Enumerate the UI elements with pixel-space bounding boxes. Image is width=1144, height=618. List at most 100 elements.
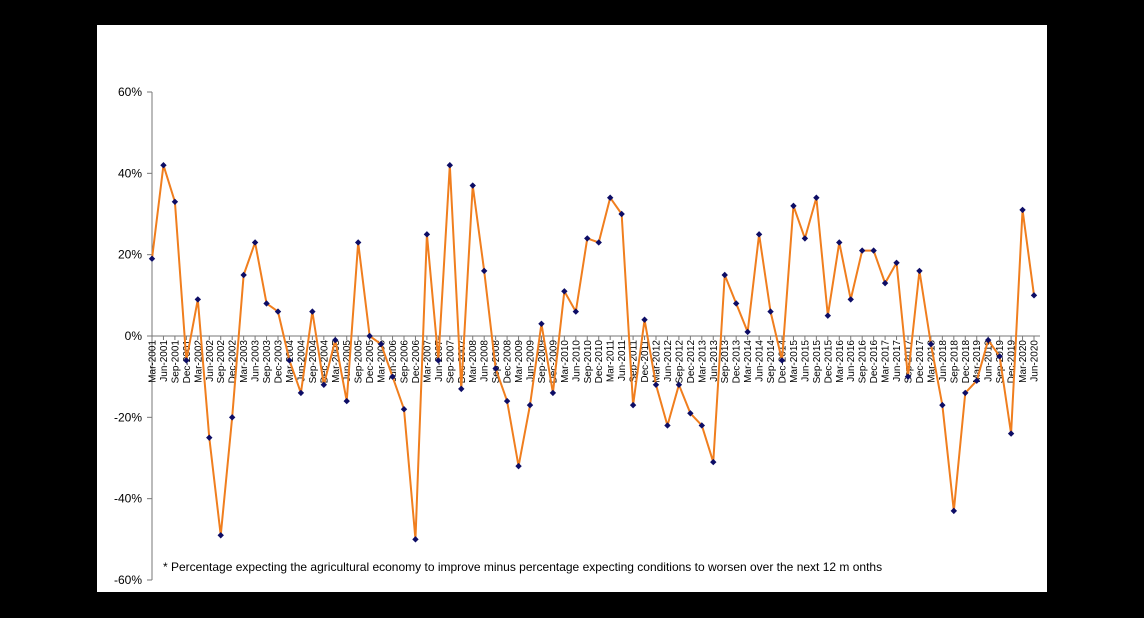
data-point xyxy=(480,267,488,275)
y-axis: 60% 40% 20% 0% -20% -40% -60% xyxy=(114,85,153,587)
x-tick-label: Jun-2008 xyxy=(480,340,491,382)
x-tick-label: Sep-2005 xyxy=(354,340,365,384)
y-tick-label: -60% xyxy=(114,573,142,587)
data-point xyxy=(446,162,454,169)
x-tick-label: Mar-2005 xyxy=(331,340,342,383)
chart-panel: 60% 40% 20% 0% -20% -40% -60% Mar-2001 Jun-2001… xyxy=(97,25,1047,592)
data-point xyxy=(377,340,385,348)
x-tick-label: Sep-2009 xyxy=(537,340,548,384)
x-tick-label: Dec-2017 xyxy=(915,340,926,384)
data-point xyxy=(927,340,935,348)
data-point xyxy=(469,182,476,189)
x-tick-label: Jun-2019 xyxy=(984,340,995,382)
y-tick-label: 60% xyxy=(118,85,142,99)
x-tick-label: Sep-2011 xyxy=(629,340,640,383)
data-point xyxy=(515,462,522,470)
data-point xyxy=(710,458,717,466)
data-point xyxy=(767,308,774,315)
data-point xyxy=(1007,430,1015,437)
data-point xyxy=(801,235,809,242)
x-tick-label: Mar-2009 xyxy=(514,340,525,383)
data-point xyxy=(183,357,190,364)
x-tick-label: Sep-2014 xyxy=(766,340,777,384)
data-point xyxy=(778,357,786,364)
data-point xyxy=(148,255,156,262)
data-point xyxy=(675,381,683,388)
x-tick-label: Mar-2011 xyxy=(606,340,617,382)
x-tick-label: Dec-2008 xyxy=(503,340,514,384)
x-tick-label: Jun-2003 xyxy=(251,340,262,382)
x-tick-label: Mar-2008 xyxy=(468,340,479,383)
data-point xyxy=(206,434,213,441)
data-point xyxy=(274,308,282,315)
x-tick-label: Dec-2018 xyxy=(961,340,972,384)
data-point xyxy=(836,239,843,246)
data-point xyxy=(389,373,396,380)
data-point xyxy=(790,202,797,210)
x-tick-label: Mar-2018 xyxy=(926,340,937,383)
data-point xyxy=(171,198,179,205)
x-tick-label: Dec-2012 xyxy=(686,340,697,384)
x-tick-label: Jun-2002 xyxy=(205,340,216,382)
x-tick-label: Mar-2010 xyxy=(560,340,571,383)
x-tick-label: Dec-2013 xyxy=(732,340,743,384)
x-tick-label: Jun-2006 xyxy=(388,340,399,382)
series-path xyxy=(151,164,1035,541)
x-tick-label: Jun-2012 xyxy=(663,340,674,382)
data-point xyxy=(893,259,900,266)
data-point xyxy=(996,353,1003,360)
data-point xyxy=(435,357,442,364)
x-tick-label: Dec-2006 xyxy=(411,340,422,384)
data-point xyxy=(904,373,912,380)
x-tick-label: Mar-2002 xyxy=(193,340,204,383)
x-tick-label: Jun-2013 xyxy=(709,340,720,382)
data-point xyxy=(652,381,660,388)
x-tick-label: Mar-2015 xyxy=(789,340,800,383)
x-tick-label: Sep-2013 xyxy=(720,340,731,384)
x-tick-label: Jun-2005 xyxy=(342,340,353,382)
x-tick-label: Dec-2010 xyxy=(594,340,605,384)
y-tick-label: -20% xyxy=(114,410,142,424)
y-tick-label: 20% xyxy=(118,248,142,262)
data-point xyxy=(606,194,614,201)
x-tick-label: Sep-2003 xyxy=(262,340,273,384)
data-point xyxy=(847,296,854,303)
x-tick-label: Sep-2006 xyxy=(400,340,411,384)
x-tick-label: Mar-2007 xyxy=(422,340,433,383)
x-tick-label: Dec-2011 xyxy=(640,340,651,383)
x-tick-label: Mar-2014 xyxy=(743,340,754,383)
footnote: * Percentage expecting the agricultural … xyxy=(163,560,882,574)
line-chart: 60% 40% 20% 0% -20% -40% -60% Mar-2001 Jun-2001… xyxy=(114,85,1041,587)
data-point xyxy=(641,316,648,323)
data-point xyxy=(343,397,350,405)
x-tick-label: Mar-2020 xyxy=(1018,340,1029,383)
data-point xyxy=(950,507,958,515)
x-tick-label: Jun-2016 xyxy=(846,340,857,382)
x-tick-label: Sep-2002 xyxy=(216,340,227,384)
x-tick-label: Mar-2019 xyxy=(972,340,983,383)
data-point xyxy=(881,279,889,287)
data-point xyxy=(721,271,728,279)
x-tick-label: Sep-2010 xyxy=(583,340,594,384)
x-tick-label: Sep-2016 xyxy=(858,340,869,384)
x-tick-label: Mar-2003 xyxy=(239,340,250,383)
data-point xyxy=(217,532,224,539)
data-point xyxy=(698,422,706,429)
data-point xyxy=(423,231,431,238)
data-point xyxy=(595,239,602,246)
data-point xyxy=(194,296,202,303)
data-point xyxy=(561,288,568,295)
x-tick-label: Sep-2008 xyxy=(491,340,502,384)
x-tick-label: Sep-2004 xyxy=(308,340,319,384)
x-tick-label: Jun-2017 xyxy=(892,340,903,382)
data-point xyxy=(458,385,465,393)
data-point xyxy=(1030,292,1038,299)
x-tick-label: Dec-2004 xyxy=(319,340,330,384)
data-point xyxy=(813,194,820,201)
x-tick-label: Sep-2012 xyxy=(674,340,685,384)
data-point xyxy=(584,235,591,242)
x-tick-label: Jun-2020 xyxy=(1030,340,1041,382)
data-point xyxy=(824,312,832,319)
data-point xyxy=(549,389,557,397)
data-point xyxy=(492,365,499,372)
